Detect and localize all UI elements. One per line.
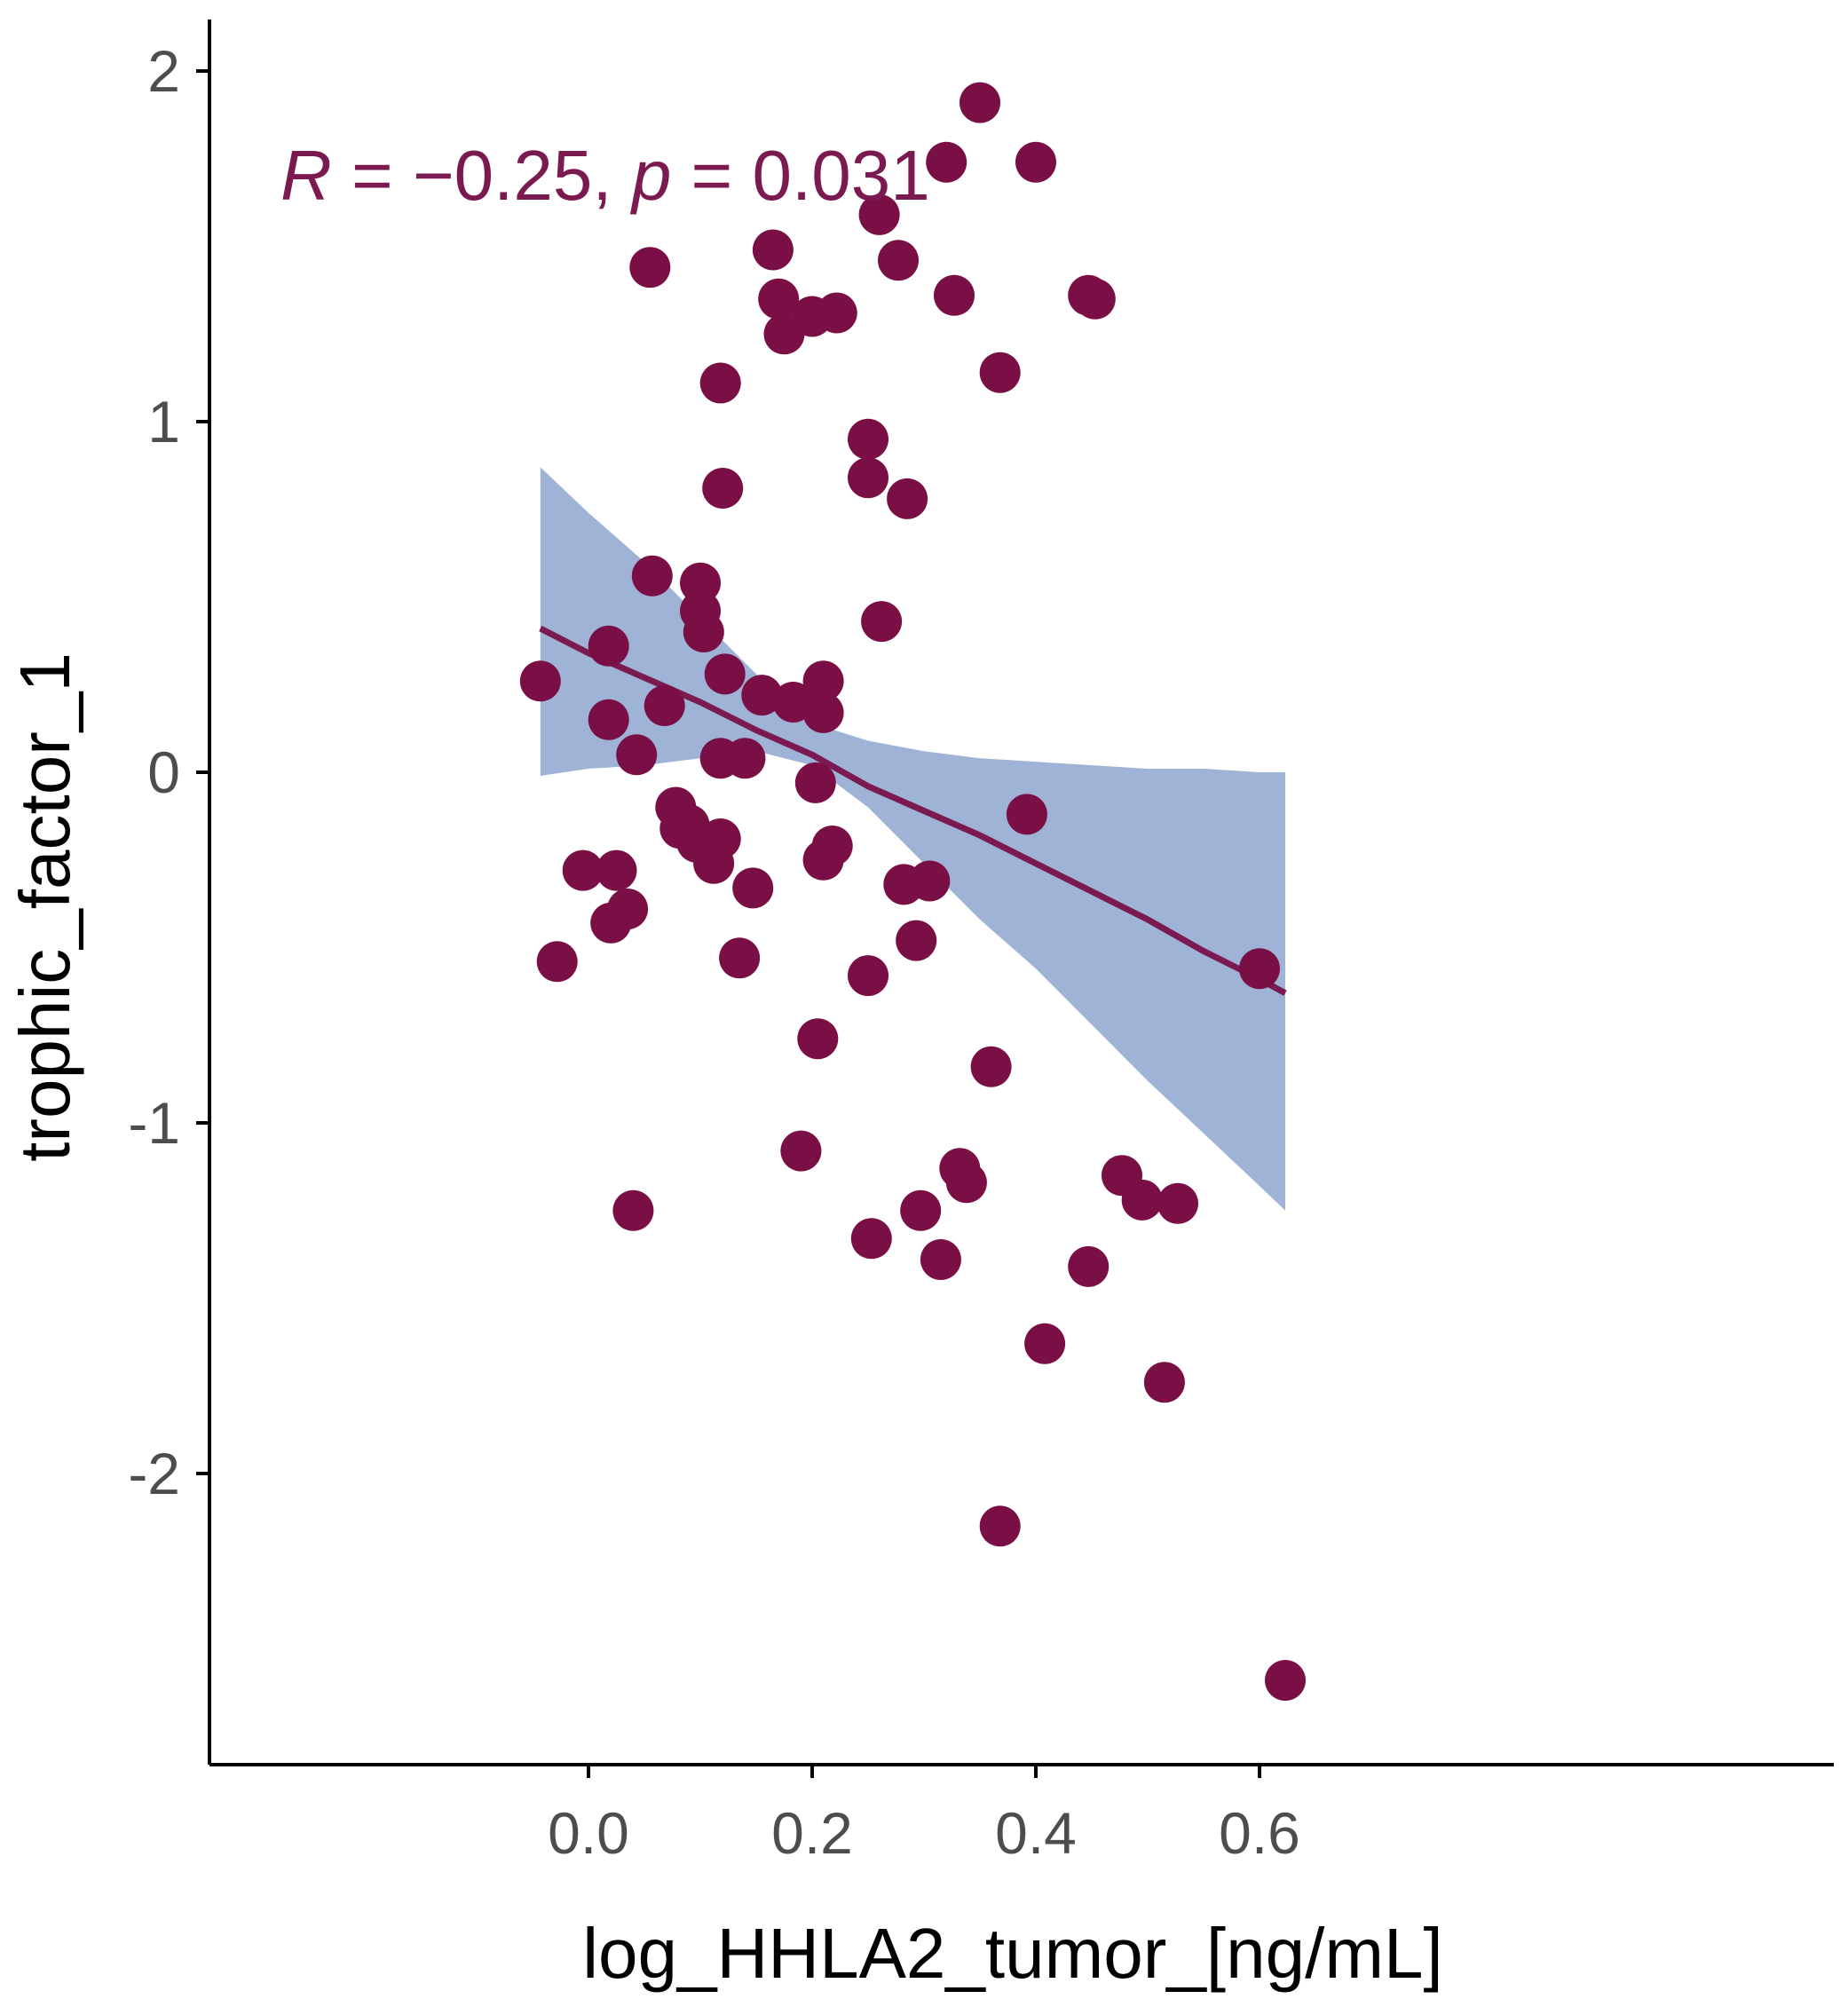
data-point: [794, 762, 836, 803]
p-value: = 0.031: [671, 136, 929, 215]
x-tick-label: 0.4: [995, 1800, 1077, 1866]
data-point: [945, 1162, 987, 1204]
data-point: [1074, 278, 1116, 320]
data-point: [719, 937, 761, 979]
data-point: [1157, 1182, 1198, 1224]
data-point: [752, 229, 794, 271]
data-point: [970, 1046, 1012, 1087]
data-point: [848, 418, 888, 460]
data-point: [934, 274, 975, 316]
y-axis-title: trophic_factor_1: [5, 652, 84, 1162]
data-point: [562, 849, 604, 891]
data-point: [683, 612, 724, 652]
r-symbol: R: [280, 136, 332, 215]
x-tick-label: 0.2: [771, 1800, 853, 1866]
data-point: [1239, 948, 1280, 990]
correlation-annotation: R = −0.25, p = 0.031: [280, 136, 930, 215]
data-point: [926, 141, 967, 183]
y-tick-label: -1: [128, 1090, 180, 1156]
data-point: [920, 1239, 961, 1280]
data-point: [1024, 1323, 1066, 1364]
data-point: [1265, 1660, 1306, 1701]
y-tick-label: 2: [147, 38, 180, 104]
data-point: [979, 1505, 1021, 1547]
data-point: [896, 920, 937, 961]
data-point: [596, 849, 637, 891]
data-point: [631, 555, 673, 597]
data-point: [741, 675, 783, 716]
data-point: [878, 240, 919, 281]
data-point: [780, 1130, 822, 1172]
data-point: [1143, 1362, 1185, 1403]
data-point: [1121, 1179, 1163, 1221]
p-symbol: p: [630, 136, 672, 215]
data-point: [811, 826, 853, 866]
data-point: [699, 818, 741, 859]
data-point: [850, 1218, 892, 1260]
x-axis-title: log_HHLA2_tumor_[ng/mL]: [582, 1914, 1442, 1993]
data-point: [732, 867, 774, 909]
data-point: [900, 1189, 942, 1231]
data-point: [588, 625, 629, 667]
data-point: [1068, 1245, 1110, 1287]
data-point: [629, 247, 671, 288]
data-point: [848, 955, 888, 997]
data-point: [861, 601, 903, 643]
data-point: [724, 738, 766, 779]
r-value: = −0.25,: [332, 136, 632, 215]
data-point: [758, 278, 800, 320]
data-point: [699, 362, 741, 404]
data-point: [702, 468, 744, 509]
data-point: [1006, 794, 1047, 835]
data-point: [887, 478, 928, 519]
data-point: [909, 860, 951, 902]
data-point: [802, 660, 844, 702]
data-point: [979, 352, 1021, 393]
data-point: [960, 82, 1000, 123]
data-point: [704, 653, 746, 695]
data-point: [802, 691, 844, 733]
data-point: [1015, 141, 1056, 183]
data-point: [797, 1018, 839, 1060]
y-tick-label: 1: [147, 389, 180, 454]
data-point: [536, 941, 578, 983]
data-point: [519, 660, 561, 702]
data-point: [848, 457, 888, 499]
data-point: [644, 685, 685, 726]
y-tick-label: -2: [128, 1441, 180, 1506]
data-point: [588, 699, 629, 740]
y-tick-label: 0: [147, 739, 180, 805]
confidence-band: [540, 467, 1285, 1211]
data-point: [612, 1189, 654, 1231]
data-point: [858, 194, 900, 235]
data-point: [616, 734, 658, 776]
data-point: [680, 562, 721, 604]
x-tick-label: 0.0: [548, 1800, 629, 1866]
data-point: [607, 889, 649, 929]
data-point: [816, 292, 857, 334]
x-tick-label: 0.6: [1219, 1800, 1300, 1866]
